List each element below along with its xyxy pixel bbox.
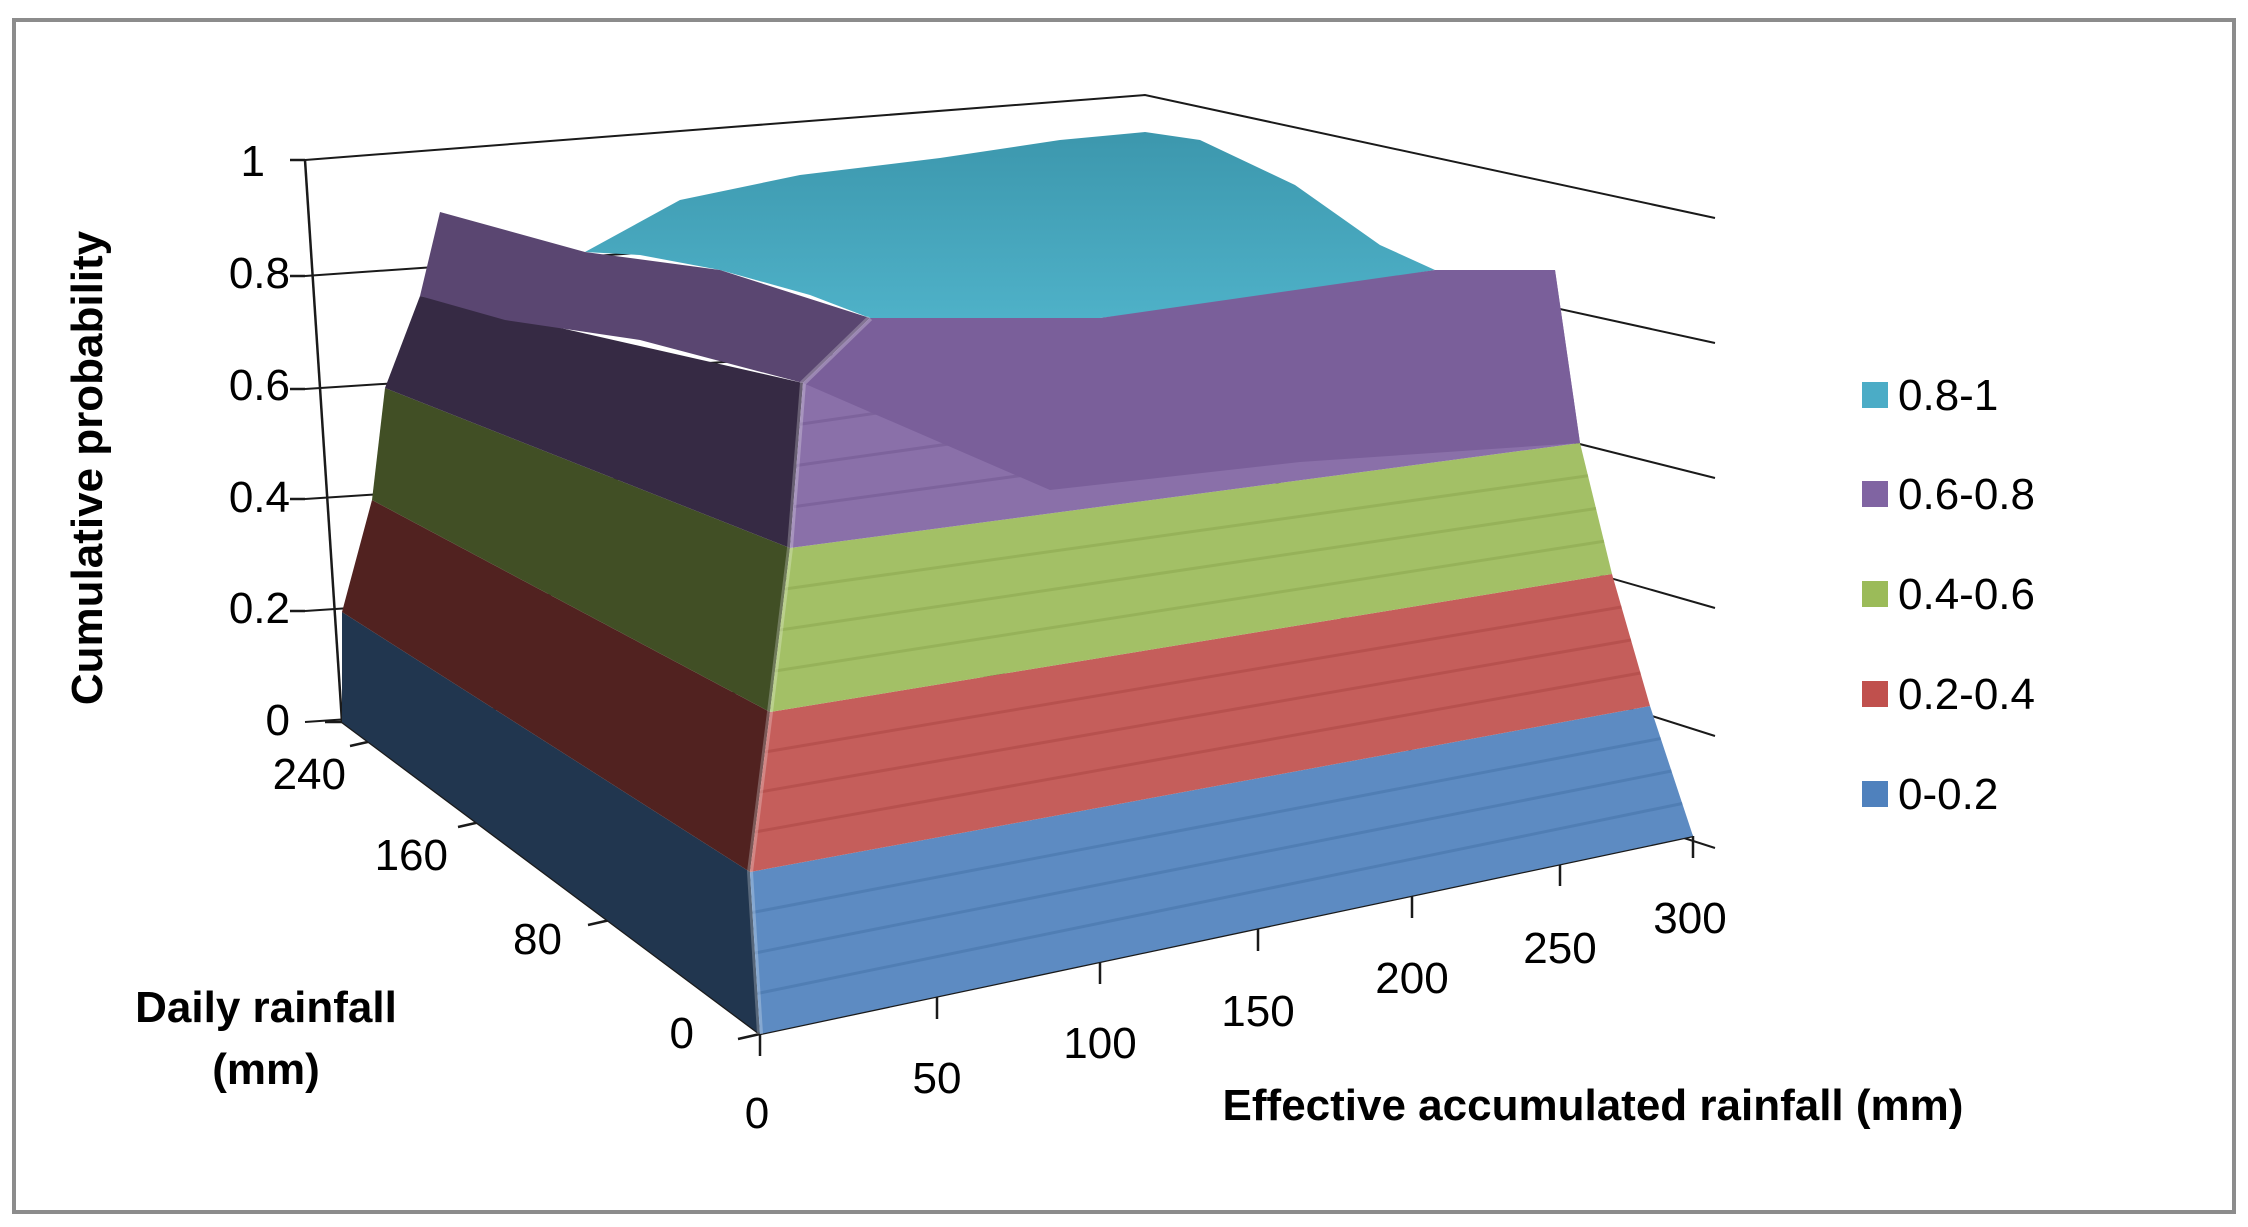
legend-label-0.4-0.6: 0.4-0.6 — [1898, 570, 2035, 619]
legend-label-0.8-1: 0.8-1 — [1898, 371, 1998, 420]
z-tick-1: 1 — [241, 137, 265, 186]
y-tick-0: 0 — [670, 1009, 694, 1058]
surface-shoulder-front-0.6-0.8 — [803, 270, 1580, 490]
y-axis-ticks: 0 80 160 240 — [273, 750, 694, 1058]
x-tick-250: 250 — [1523, 924, 1596, 973]
legend-swatch-0.2-0.4 — [1862, 681, 1888, 707]
legend-swatch-0.8-1 — [1862, 382, 1888, 408]
y-axis-title-line2: (mm) — [212, 1045, 320, 1094]
surface-stripe-0.2-0.4-2 — [759, 638, 1632, 794]
y-axis-title-line1: Daily rainfall — [135, 983, 397, 1032]
legend-label-0.2-0.4: 0.2-0.4 — [1898, 670, 2035, 719]
z-axis-line — [303, 159, 344, 723]
surface-front-face-0.2-0.4 — [750, 574, 1650, 872]
surface-left-face-0-0.2 — [342, 612, 760, 1034]
z-tick-0.8: 0.8 — [229, 249, 290, 298]
surface-left-face-0.6-0.8 — [385, 296, 803, 548]
x-tick-50: 50 — [913, 1054, 962, 1103]
surface-stripe-0-0.2-1 — [757, 802, 1683, 995]
surface-stripe-0.4-0.6-2 — [779, 507, 1597, 632]
z-tick-0.4: 0.4 — [229, 473, 290, 522]
gridline-1 — [304, 93, 1716, 219]
y-tick-mark-3 — [349, 739, 373, 748]
surface-top-cap-0.8-1 — [585, 132, 1435, 325]
surface-front-face-0-0.2 — [750, 706, 1693, 1034]
x-tick-0: 0 — [745, 1089, 769, 1138]
z-tick-0.6: 0.6 — [229, 361, 290, 410]
surface-stripe-0.2-0.4-1 — [754, 671, 1641, 834]
surface-stripe-0.4-0.6-1 — [774, 539, 1605, 673]
surface-stripe-0.2-0.4-3 — [764, 605, 1622, 754]
surface-stripe-0.4-0.6-3 — [784, 474, 1589, 591]
surface-left-face-0.4-0.6 — [372, 388, 790, 712]
legend-swatch-0.6-0.8 — [1862, 481, 1888, 507]
legend-swatch-0-0.2 — [1862, 781, 1888, 807]
y-tick-mark-1 — [587, 918, 611, 927]
surface-shoulder-left-0.6-0.8 — [420, 212, 870, 383]
legend-label-0-0.2: 0-0.2 — [1898, 770, 1998, 819]
y-tick-160: 160 — [375, 831, 448, 880]
x-axis-ticks: 0 50 100 150 200 250 300 — [745, 894, 1727, 1138]
surface-corner-highlight — [746, 315, 873, 1035]
z-axis-ticks: 0 0.2 0.4 0.6 0.8 1 — [229, 137, 290, 745]
surface-plot — [342, 132, 1693, 1035]
x-tick-200: 200 — [1375, 954, 1448, 1003]
legend-label-0.6-0.8: 0.6-0.8 — [1898, 470, 2035, 519]
z-tick-0.2: 0.2 — [229, 584, 290, 633]
x-tick-100: 100 — [1063, 1019, 1136, 1068]
y-tick-mark-2 — [457, 820, 481, 829]
z-axis-title: Cumulative probability — [63, 230, 112, 705]
surface-stripe-0-0.2-3 — [752, 737, 1662, 914]
x-tick-300: 300 — [1653, 894, 1726, 943]
y-tick-mark-0 — [737, 1032, 761, 1041]
legend: 0.8-1 0.6-0.8 0.4-0.6 0.2-0.4 0-0.2 — [1862, 371, 2035, 819]
z-tick-0: 0 — [266, 696, 290, 745]
x-axis-title: Effective accumulated rainfall (mm) — [1223, 1081, 1964, 1130]
surface-front-face-0.4-0.6 — [770, 443, 1612, 712]
y-tick-80: 80 — [513, 915, 562, 964]
surface-left-face-0.2-0.4 — [342, 500, 770, 872]
x-tick-150: 150 — [1221, 987, 1294, 1036]
y-tick-240: 240 — [273, 750, 346, 799]
surface-stripe-0-0.2-2 — [754, 769, 1672, 955]
legend-swatch-0.4-0.6 — [1862, 581, 1888, 607]
